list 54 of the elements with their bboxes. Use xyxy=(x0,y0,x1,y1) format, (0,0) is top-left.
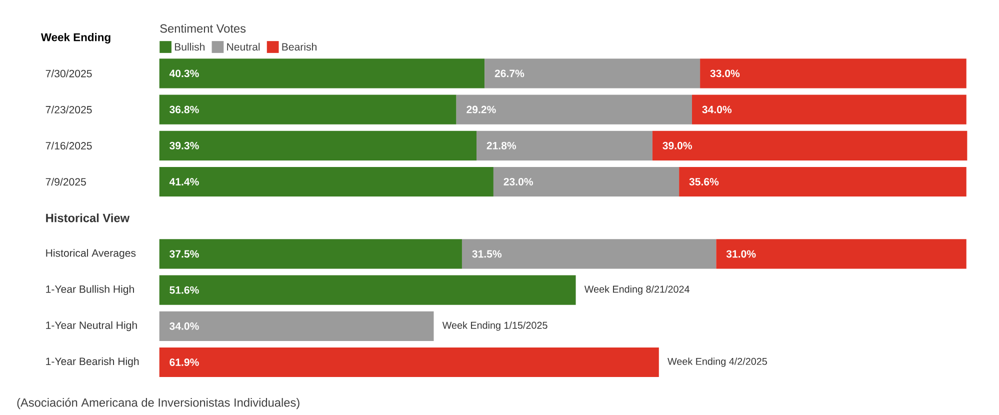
bar xyxy=(700,58,966,88)
bar xyxy=(484,58,700,88)
data-label: 34.0% xyxy=(702,106,732,114)
bar xyxy=(159,58,485,88)
bar xyxy=(679,166,966,196)
data-label: 21.8% xyxy=(486,142,516,150)
data-label: 39.0% xyxy=(662,142,692,150)
data-label: 23.0% xyxy=(504,178,534,186)
bar xyxy=(159,347,659,377)
legend-title: Sentiment Votes xyxy=(160,24,246,33)
bar xyxy=(652,130,968,160)
text: (Asociación Americana de Inversionistas Individuales) xyxy=(17,398,300,409)
data-label: 29.2% xyxy=(466,106,496,114)
bar xyxy=(159,94,456,124)
data-label: 41.4% xyxy=(169,178,199,186)
data-label: 33.0% xyxy=(710,70,740,77)
annotation: Week Ending 8/21/2024 xyxy=(584,285,690,294)
y-tick-label: 1-Year Bearish High xyxy=(46,357,139,367)
y-axis-title: Week Ending xyxy=(40,32,110,44)
bar xyxy=(456,94,692,124)
data-label: 26.7% xyxy=(494,70,524,77)
bar xyxy=(462,238,716,269)
data-label: 36.8% xyxy=(170,106,199,114)
legend-label: Neutral xyxy=(227,42,260,50)
annotation: Week Ending 1/15/2025 xyxy=(442,321,548,331)
data-label: 61.9% xyxy=(170,358,199,366)
bar xyxy=(159,275,576,305)
bar xyxy=(692,94,966,124)
bar xyxy=(159,130,477,160)
y-tick-label: 7/23/2025 xyxy=(46,105,92,114)
bar xyxy=(493,166,680,196)
data-label: 34.0% xyxy=(170,322,199,330)
y-tick-label: 7/30/2025 xyxy=(46,69,92,78)
data-label: 31.5% xyxy=(472,250,502,258)
legend-label: Bullish xyxy=(174,42,205,50)
legend-label: Bearish xyxy=(282,42,316,50)
y-tick-label: 1-Year Neutral High xyxy=(46,321,137,331)
bar xyxy=(159,311,434,341)
y-tick-label: 7/16/2025 xyxy=(46,142,92,150)
bar xyxy=(159,238,462,269)
data-label: 40.3% xyxy=(169,70,199,77)
y-tick-label: Historical Averages xyxy=(46,248,136,259)
data-label: 39.3% xyxy=(170,142,199,150)
y-tick-label: Historical View xyxy=(46,213,130,222)
annotation: Week Ending 4/2/2025 xyxy=(668,357,767,367)
bar xyxy=(716,238,966,269)
data-label: 37.5% xyxy=(170,250,199,258)
bar xyxy=(159,166,494,196)
data-label: 51.6% xyxy=(170,286,199,294)
bar xyxy=(476,130,652,160)
y-tick-label: 7/9/2025 xyxy=(46,178,86,186)
data-label: 35.6% xyxy=(689,178,719,186)
y-tick-label: 1-Year Bullish High xyxy=(46,284,134,295)
data-label: 31.0% xyxy=(726,250,756,258)
